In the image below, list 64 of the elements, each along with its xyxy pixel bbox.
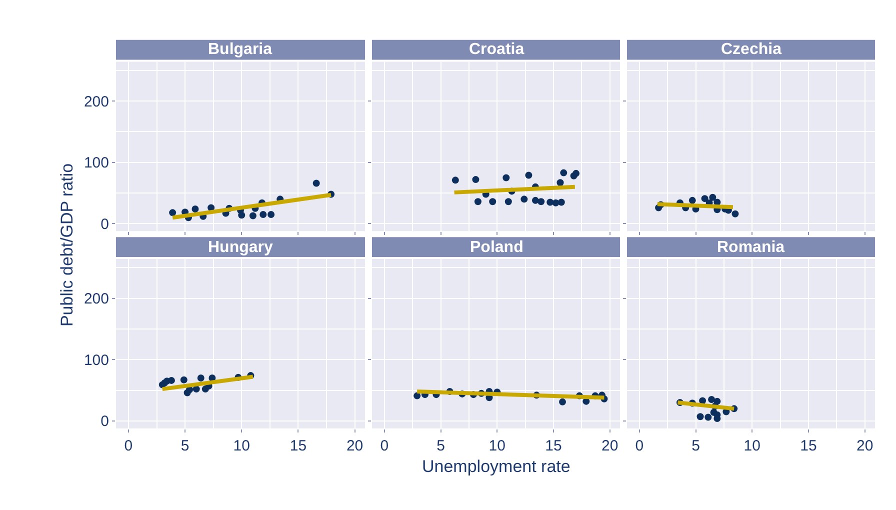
point [489,198,496,206]
point [572,170,580,177]
x-tick-label: 0 [380,437,389,454]
chart-title: Croatia [469,41,524,58]
x-tick-label: 20 [602,437,618,454]
y-tick-label: 100 [84,154,109,172]
point [559,398,566,406]
point [525,172,532,179]
point [238,212,246,219]
point [180,376,188,384]
chart-title: Czechia [721,41,782,58]
point [312,180,320,187]
x-tick-label: 10 [744,437,760,454]
point [688,196,696,204]
point [268,211,275,218]
point [169,209,176,216]
point [414,392,421,400]
y-tick-label: 0 [100,216,109,233]
point [192,386,200,393]
point [520,196,528,203]
point [732,210,739,218]
chart-title: Romania [717,239,785,256]
y-tick-label: 100 [84,352,109,369]
point [474,198,482,206]
point [708,396,716,403]
x-tick-label: 10 [488,437,506,454]
y-tick-label: 200 [84,93,109,110]
point [704,414,712,421]
x-tick-label: 10 [233,437,250,454]
point [538,198,545,206]
point [556,179,564,186]
x-tick-label: 0 [635,437,644,454]
point [472,176,480,184]
point [249,212,256,220]
point [452,176,459,184]
point [558,198,565,206]
x-tick-label: 0 [124,437,133,454]
y-axis-title: Public debt/GDP ratio [57,163,76,327]
point [192,206,199,213]
point [701,195,708,202]
point [197,374,204,382]
x-tick-label: 5 [180,437,190,454]
x-tick-label: 20 [346,437,364,454]
point [709,194,716,201]
chart-title: Hungary [208,239,273,256]
x-tick-label: 15 [290,437,307,454]
chart-title: Poland [470,239,524,256]
x-axis-title: Unemployment rate [422,457,570,476]
point [502,174,510,182]
point [504,198,512,206]
x-tick-label: 5 [436,437,445,454]
chart-title: Bulgaria [208,41,272,58]
point [560,169,568,176]
y-tick-label: 200 [84,290,109,308]
x-tick-label: 15 [800,437,817,454]
point [168,376,175,384]
x-tick-label: 15 [545,437,562,454]
point [532,196,539,204]
y-tick-label: 0 [100,413,109,430]
point [696,413,704,420]
point [260,211,267,218]
point [699,397,706,404]
x-tick-label: 5 [692,437,700,454]
x-tick-label: 20 [856,437,874,454]
